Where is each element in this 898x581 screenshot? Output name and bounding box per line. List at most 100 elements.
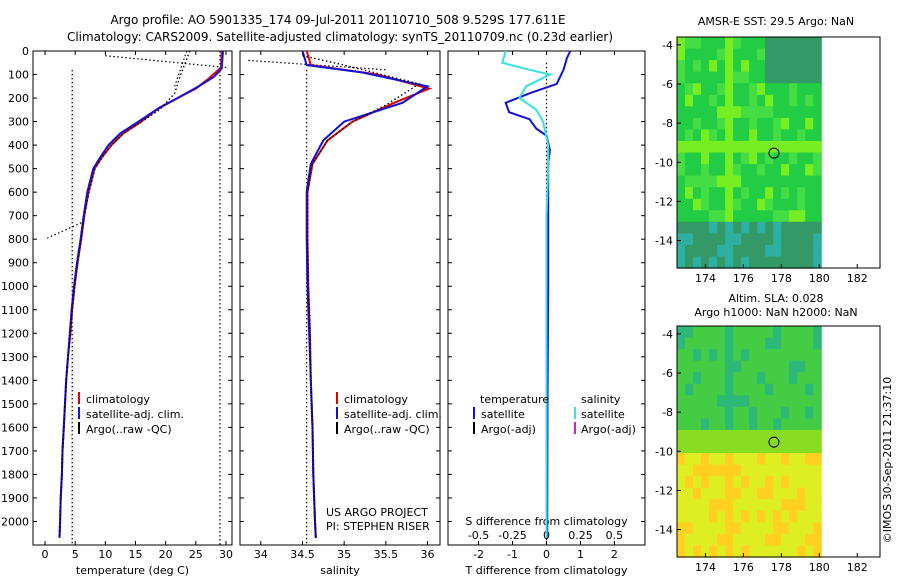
map-cell	[677, 349, 686, 362]
map-cell	[693, 545, 702, 558]
map-cell	[757, 383, 766, 396]
map-cell	[717, 487, 726, 500]
map-cell	[717, 383, 726, 396]
x-tick-label: 35	[337, 548, 351, 561]
map-cell	[717, 418, 726, 431]
map-cell	[773, 418, 782, 431]
map-cell	[789, 244, 798, 258]
map-cell	[685, 175, 694, 188]
map-cell	[725, 71, 734, 84]
map-cell	[781, 164, 790, 177]
map-cell	[805, 244, 814, 258]
map-cell	[693, 187, 702, 200]
map-cell	[725, 129, 734, 142]
map-cell	[725, 395, 734, 408]
map-cell	[797, 545, 806, 558]
map-cell	[733, 256, 742, 269]
map-cell	[797, 94, 806, 107]
lat-tick-label: -8	[662, 117, 673, 130]
map-cell	[685, 499, 694, 512]
lat-tick-label: -12	[655, 195, 673, 208]
map-cell	[805, 175, 814, 188]
map-cell	[805, 326, 814, 339]
map-cell	[765, 83, 774, 96]
map-cell	[693, 383, 702, 396]
map-cell	[701, 545, 710, 558]
map-cell	[805, 106, 814, 119]
map-cell	[685, 129, 694, 142]
map-cell	[749, 464, 758, 477]
map-cell	[701, 418, 710, 431]
map-cell	[773, 94, 782, 107]
map-cell	[749, 453, 758, 466]
map-cell	[717, 164, 726, 177]
map-cell	[789, 106, 798, 119]
map-title-sst: AMSR-E SST: 29.5 Argo: NaN	[698, 15, 854, 28]
y-tick-label: 1000	[1, 280, 29, 293]
map-cell	[757, 360, 766, 373]
sst-map-panel: 174 176 178 180 182 -4 -6 -8 -10 -12 -14	[655, 36, 881, 285]
map-cell	[765, 106, 774, 119]
map-cell	[693, 175, 702, 188]
map-cell	[701, 244, 710, 258]
map-cell	[781, 383, 790, 396]
map-cell	[693, 117, 702, 131]
map-cell	[773, 326, 782, 339]
map-cell	[757, 210, 766, 223]
map-cell	[733, 326, 742, 339]
map-cell	[717, 221, 726, 234]
map-cell	[789, 395, 798, 408]
map-cell	[781, 71, 790, 84]
map-cell	[805, 37, 814, 50]
map-cell	[741, 94, 750, 107]
map-cell	[765, 453, 774, 466]
y-tick-label: 1900	[1, 492, 29, 505]
map-cell	[685, 71, 694, 84]
map-cell	[677, 522, 686, 535]
lon-tick-label: 178	[771, 272, 792, 285]
map-cell	[693, 360, 702, 373]
map-cell	[805, 522, 814, 535]
map-cell	[797, 510, 806, 523]
map-cell	[677, 429, 686, 443]
map-cell	[805, 117, 814, 131]
map-cell	[717, 94, 726, 107]
map-cell	[709, 117, 718, 131]
map-cell	[797, 187, 806, 200]
map-cell	[813, 395, 822, 408]
map-cell	[813, 522, 822, 535]
map-cell	[749, 545, 758, 558]
map-cell	[749, 152, 758, 165]
map-cell	[749, 198, 758, 211]
map-cell	[693, 60, 702, 73]
map-cell	[725, 383, 734, 396]
map-cell	[685, 48, 694, 61]
map-cell	[789, 175, 798, 188]
map-cell	[765, 383, 774, 396]
map-cell	[733, 140, 742, 154]
map-cell	[757, 326, 766, 339]
legend-label-satellite: satellite-adj. clim.	[344, 408, 442, 421]
map-cell	[701, 233, 710, 246]
map-cell	[685, 429, 694, 443]
map-cell	[757, 499, 766, 512]
map-cell	[741, 140, 750, 154]
map-cell	[813, 326, 822, 339]
map-cell	[765, 129, 774, 142]
map-cell	[813, 71, 822, 84]
map-cell	[813, 441, 822, 454]
map-cell	[677, 476, 686, 489]
map-cell	[749, 487, 758, 500]
map-cell	[741, 198, 750, 211]
y-tick-label: 800	[8, 233, 29, 246]
map-cell	[797, 372, 806, 385]
map-cell	[797, 117, 806, 131]
map-cell	[797, 71, 806, 84]
map-cell	[701, 372, 710, 385]
credits-project: US ARGO PROJECT	[326, 506, 428, 519]
map-cell	[797, 48, 806, 61]
map-cell	[677, 37, 686, 50]
map-cell	[797, 337, 806, 350]
map-cell	[677, 360, 686, 373]
map-cell	[749, 372, 758, 385]
